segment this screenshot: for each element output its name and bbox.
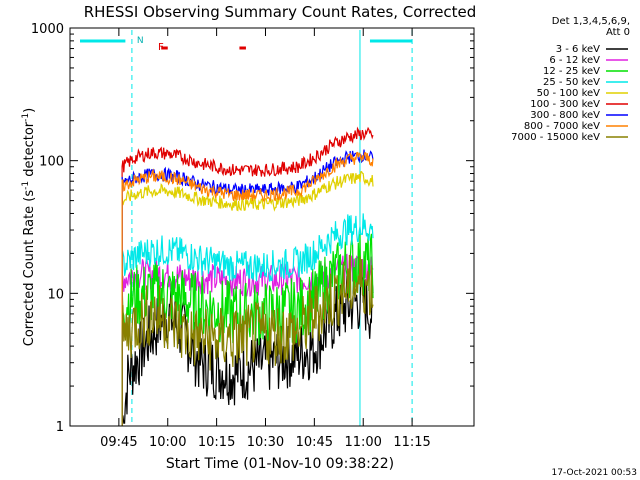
legend-label-0: 3 - 6 keV (556, 44, 600, 55)
series-line-4 (121, 171, 374, 426)
x-tick-label-4: 10:45 (296, 435, 333, 450)
y-axis-label-main: Corrected Count Rate (s (22, 190, 37, 347)
saa-label: N (137, 36, 144, 46)
plot-area: NF (80, 30, 413, 426)
series-line-8 (121, 254, 374, 426)
plot-frame (69, 27, 475, 427)
x-tick-label-6: 11:15 (393, 435, 430, 450)
legend-label-2: 12 - 25 keV (543, 66, 600, 77)
axes: 09:45 10:00 10:15 10:30 10:45 11:00 11:15 1 10 10… (31, 22, 474, 450)
legend-label-5: 100 - 300 keV (530, 99, 600, 110)
y-axis-label-end: ) (22, 108, 37, 113)
y-tick-label-2: 100 (39, 155, 64, 170)
series-line-7 (121, 151, 374, 426)
y-axis-label: Corrected Count Rate (s-1 detector-1) (21, 108, 37, 346)
legend-header-1: Att 0 (606, 27, 630, 38)
footer-timestamp: 17-Oct-2021 00:53 (552, 468, 637, 478)
y-axis-label-sup2: -1 (21, 113, 31, 122)
legend-label-7: 800 - 7000 keV (524, 121, 600, 132)
legend-label-4: 50 - 100 keV (537, 88, 601, 99)
legend-label-3: 25 - 50 keV (543, 77, 600, 88)
y-tick-label-1: 10 (47, 287, 64, 302)
legend-label-1: 6 - 12 keV (549, 55, 600, 66)
x-tick-label-2: 10:15 (198, 435, 235, 450)
chart-title: RHESSI Observing Summary Count Rates, Co… (84, 3, 477, 21)
x-tick-label-1: 10:00 (149, 435, 186, 450)
flare-label: F (158, 42, 164, 53)
y-tick-label-0: 1 (56, 420, 64, 435)
series-line-5 (121, 126, 374, 426)
legend-header-0: Det 1,3,4,5,6,9, (552, 16, 630, 27)
x-tick-label-3: 10:30 (247, 435, 284, 450)
x-tick-label-0: 09:45 (100, 435, 137, 450)
x-axis-label: Start Time (01-Nov-10 09:38:22) (166, 456, 394, 472)
series-line-3 (121, 213, 374, 426)
y-axis-label-sup1: -1 (21, 181, 31, 190)
legend-label-8: 7000 - 15000 keV (511, 132, 600, 143)
y-axis-label-mid: detector (22, 121, 37, 181)
x-tick-label-5: 11:00 (344, 435, 381, 450)
y-tick-label-3: 1000 (31, 22, 64, 37)
legend-label-6: 300 - 800 keV (530, 110, 600, 121)
